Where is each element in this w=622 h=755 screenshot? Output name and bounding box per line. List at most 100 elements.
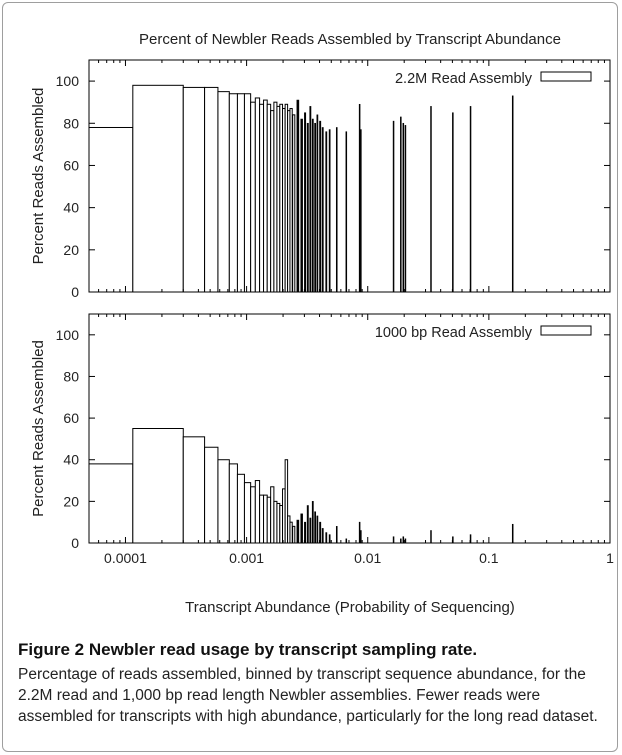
bar (236, 93, 245, 293)
y-tick-label: 40 (63, 200, 79, 216)
y-tick-label: 100 (56, 73, 80, 89)
legend-swatch (540, 325, 592, 336)
bar (319, 120, 322, 293)
bar (263, 494, 268, 544)
legend: 1000 bp Read Assembly (375, 325, 592, 341)
x-axis-label: Transcript Abundance (Probability of Seq… (185, 599, 515, 616)
bar (266, 103, 272, 293)
bar (182, 86, 206, 293)
bar (263, 99, 268, 293)
y-tick-label: 100 (56, 327, 80, 343)
y-tick-label: 60 (63, 410, 79, 426)
bar (217, 91, 230, 293)
bar (309, 106, 312, 293)
bar (321, 127, 324, 293)
bar (321, 528, 324, 544)
y-tick-label: 20 (63, 493, 79, 509)
bar (311, 501, 314, 544)
y-tick-label: 80 (63, 368, 79, 384)
bar (254, 480, 261, 544)
bar (325, 532, 328, 544)
y-axis-label: Percent Reads Assembled (30, 88, 47, 265)
bar (259, 103, 265, 293)
bar (392, 120, 395, 293)
bar (243, 482, 252, 544)
bar (402, 122, 405, 293)
legend: 2.2M Read Assembly (395, 71, 592, 87)
legend-label: 1000 bp Read Assembly (375, 325, 533, 341)
bar (400, 116, 402, 293)
caption-title: Figure 2 Newbler read usage by transcrip… (18, 640, 478, 659)
bar (328, 129, 331, 293)
bar (250, 486, 256, 544)
bar (254, 97, 261, 293)
bar (402, 536, 405, 544)
x-tick-label: 1 (606, 550, 614, 566)
bar (404, 538, 407, 544)
y-tick-label: 40 (63, 452, 79, 468)
bar (132, 84, 184, 293)
plot-area (88, 313, 611, 544)
bar (316, 114, 319, 293)
bar (289, 108, 293, 293)
bar (289, 521, 293, 544)
y-tick-label: 0 (71, 284, 79, 300)
bar (325, 131, 328, 293)
bar (360, 129, 362, 293)
x-tick-label: 0.1 (479, 550, 499, 566)
x-tick-label: 0.001 (229, 550, 264, 566)
bar (404, 125, 407, 293)
bar (345, 131, 348, 293)
bar (306, 505, 309, 544)
bar (511, 95, 514, 293)
bar (266, 496, 272, 544)
caption-body: Percentage of reads assembled, binned by… (18, 666, 598, 725)
bar (452, 112, 454, 293)
bar (259, 494, 265, 544)
bar (430, 530, 432, 544)
bar (300, 118, 303, 293)
bar (311, 118, 314, 293)
bar (345, 538, 348, 544)
bar (314, 511, 317, 544)
bar (392, 536, 395, 544)
bar (88, 126, 134, 293)
bar (430, 106, 432, 293)
bar (296, 519, 300, 544)
bar (228, 93, 238, 293)
bar (292, 114, 296, 293)
y-tick-label: 0 (71, 535, 79, 551)
bar (314, 122, 317, 293)
bar (296, 99, 300, 293)
bar (88, 463, 134, 544)
y-tick-label: 80 (63, 115, 79, 131)
bar (300, 513, 303, 544)
bar (335, 127, 338, 293)
bar (217, 459, 230, 544)
bar (243, 93, 252, 293)
bar (204, 446, 219, 544)
legend-label: 2.2M Read Assembly (395, 71, 533, 87)
panel-bottom-1000bp: 0 20 40 60 80 100 0.0001 0.001 0.01 0.1 1 Percent R… (30, 313, 614, 566)
bar (335, 526, 338, 544)
bar (250, 101, 256, 293)
bar (358, 521, 361, 544)
figure-chart: Percent of Newbler Reads Assembled by Tr… (30, 31, 614, 616)
x-tick-label: 0.0001 (104, 550, 147, 566)
bar (132, 428, 184, 544)
legend-swatch (540, 71, 592, 82)
x-tick-label: 0.01 (354, 550, 381, 566)
bar (228, 463, 238, 544)
bar (304, 112, 307, 293)
bar (182, 436, 206, 544)
bar (309, 517, 312, 544)
bar (328, 534, 331, 544)
bar (360, 530, 362, 544)
panel-top-2.2m: 0 20 40 60 80 100 Percent Reads Assembled 2.2M … (30, 59, 611, 300)
y-tick-label: 20 (63, 242, 79, 258)
bar (204, 86, 219, 293)
bar (400, 538, 402, 544)
bar (469, 106, 472, 293)
bar (316, 515, 319, 544)
bar (358, 103, 361, 293)
